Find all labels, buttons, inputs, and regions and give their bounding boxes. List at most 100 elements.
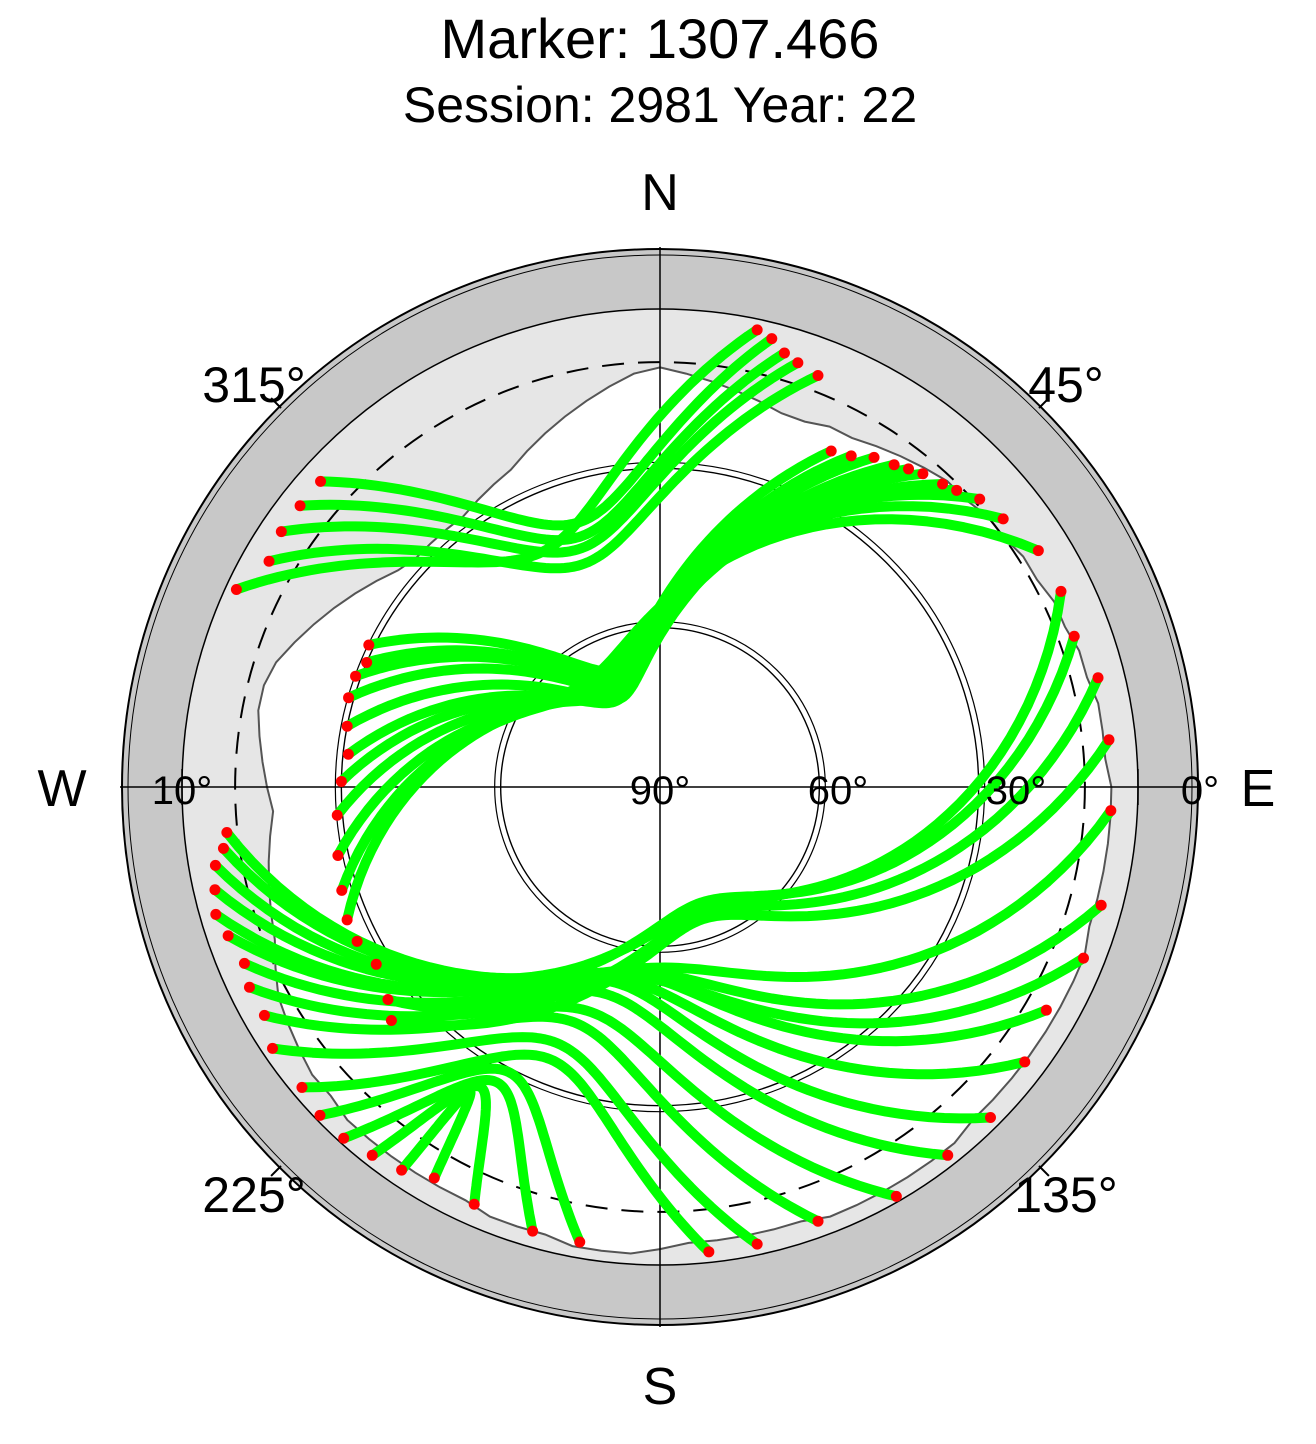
track-endpoint-8-start [951,484,963,496]
track-endpoint-29-end [366,1149,378,1161]
track-endpoint-18-start [1077,952,1089,964]
satellite-track-11 [342,514,1044,925]
track-endpoint-23-end [243,981,255,993]
track-endpoint-23-start [890,1190,902,1202]
track-endpoint-19-end [209,884,221,896]
direction-north: N [641,164,679,222]
azimuth-label-225: 225° [202,1167,305,1223]
satellite-track-23 [244,982,902,1202]
track-endpoint-11-start [1032,545,1044,557]
track-endpoint-24-start [812,1215,824,1227]
track-endpoint-33-end [294,500,306,512]
track-endpoint-7-start [937,478,949,490]
track-endpoint-11-end [341,914,353,926]
track-endpoint-9-start [974,493,986,505]
track-endpoint-6-end [342,748,354,760]
satellite-track-31 [264,370,823,574]
satellite-track-22 [239,958,953,1161]
satellite-track-26 [297,1049,714,1257]
track-endpoint-3-end [350,670,362,682]
track-endpoint-20-end [210,908,222,920]
track-endpoint-13-end [370,958,382,970]
satellite-tracks [210,324,1116,1257]
azimuth-label-45: 45° [1028,357,1104,413]
track-endpoint-4-start [888,459,900,471]
track-endpoint-22-end [238,957,250,969]
azimuth-tick-45 [1038,397,1050,409]
track-endpoint-9-end [332,849,344,861]
track-endpoint-15-start [1103,734,1115,746]
azimuth-tick-225 [270,1165,282,1177]
azimuth-label-135: 135° [1014,1167,1117,1223]
track-endpoint-16-end [221,827,233,839]
satellite-track-32 [276,357,803,558]
elevation-label-60: 60° [808,769,869,813]
track-endpoint-20-start [1019,1056,1031,1068]
track-endpoint-6-start [917,468,929,480]
track-endpoint-2-end [361,656,373,668]
track-endpoint-34-end [315,475,327,487]
track-endpoint-4-end [343,692,355,704]
track-endpoint-32-start [792,357,804,369]
satellite-track-24 [259,1010,823,1227]
satellite-track-33 [295,348,790,546]
track-endpoint-27-start [574,1236,586,1248]
track-endpoint-21-end [222,930,234,942]
track-endpoint-7-end [335,775,347,787]
azimuth-tick-135 [1038,1165,1050,1177]
track-endpoint-29-start [468,1198,480,1210]
track-endpoint-26-start [703,1246,715,1258]
chart-title: Marker: 1307.466 [441,7,880,70]
track-endpoint-34-start [766,333,778,345]
track-endpoint-21-start [984,1111,996,1123]
track-endpoint-19-start [1040,1004,1052,1016]
track-endpoint-28-start [527,1225,539,1237]
satellite-track-21 [223,930,996,1124]
track-endpoint-35-end [230,583,242,595]
track-endpoint-1-start [825,445,837,457]
track-endpoint-18-end [209,859,221,871]
track-endpoint-15-end [385,1014,397,1026]
satellite-track-27 [315,1063,585,1247]
track-endpoint-13-start [1068,630,1080,642]
elevation-label-10: 10° [152,769,213,813]
track-endpoint-2-start [845,450,857,462]
chart-subtitle: Session: 2981 Year: 22 [403,77,917,133]
satellite-track-35 [231,324,763,595]
track-endpoint-12-start [1055,585,1067,597]
track-endpoint-3-start [868,451,880,463]
elevation-label-30: 30° [986,769,1047,813]
satellite-track-28 [338,1075,538,1237]
track-endpoint-17-end [217,842,229,854]
track-endpoint-30-start [428,1172,440,1184]
track-endpoint-17-start [1095,899,1107,911]
satellite-track-19 [210,884,1052,1047]
direction-south: S [643,1358,678,1416]
track-endpoint-24-end [258,1009,270,1021]
track-endpoint-30-end [396,1164,408,1176]
elevation-label-0: 0° [1181,769,1219,813]
azimuth-tick-315 [270,397,282,409]
track-endpoint-1-end [363,639,375,651]
track-endpoint-28-end [338,1132,350,1144]
track-endpoints [209,324,1117,1258]
direction-east: E [1241,760,1276,818]
track-endpoint-10-end [336,884,348,896]
track-endpoint-31-end [263,555,275,567]
track-endpoint-12-end [351,935,363,947]
track-endpoint-32-end [275,526,287,538]
track-endpoint-16-start [1105,805,1117,817]
track-endpoint-8-end [331,809,343,821]
track-endpoint-22-start [942,1149,954,1161]
elevation-label-90: 90° [630,769,691,813]
track-endpoint-26-end [296,1081,308,1093]
track-endpoint-25-end [267,1042,279,1054]
track-endpoint-33-start [778,347,790,359]
azimuth-label-315: 315° [202,357,305,413]
satellite-track-30 [396,1086,476,1183]
satellite-track-29 [367,1081,491,1210]
track-endpoint-31-start [812,369,824,381]
direction-west: W [37,760,86,818]
track-endpoint-27-end [314,1109,326,1121]
